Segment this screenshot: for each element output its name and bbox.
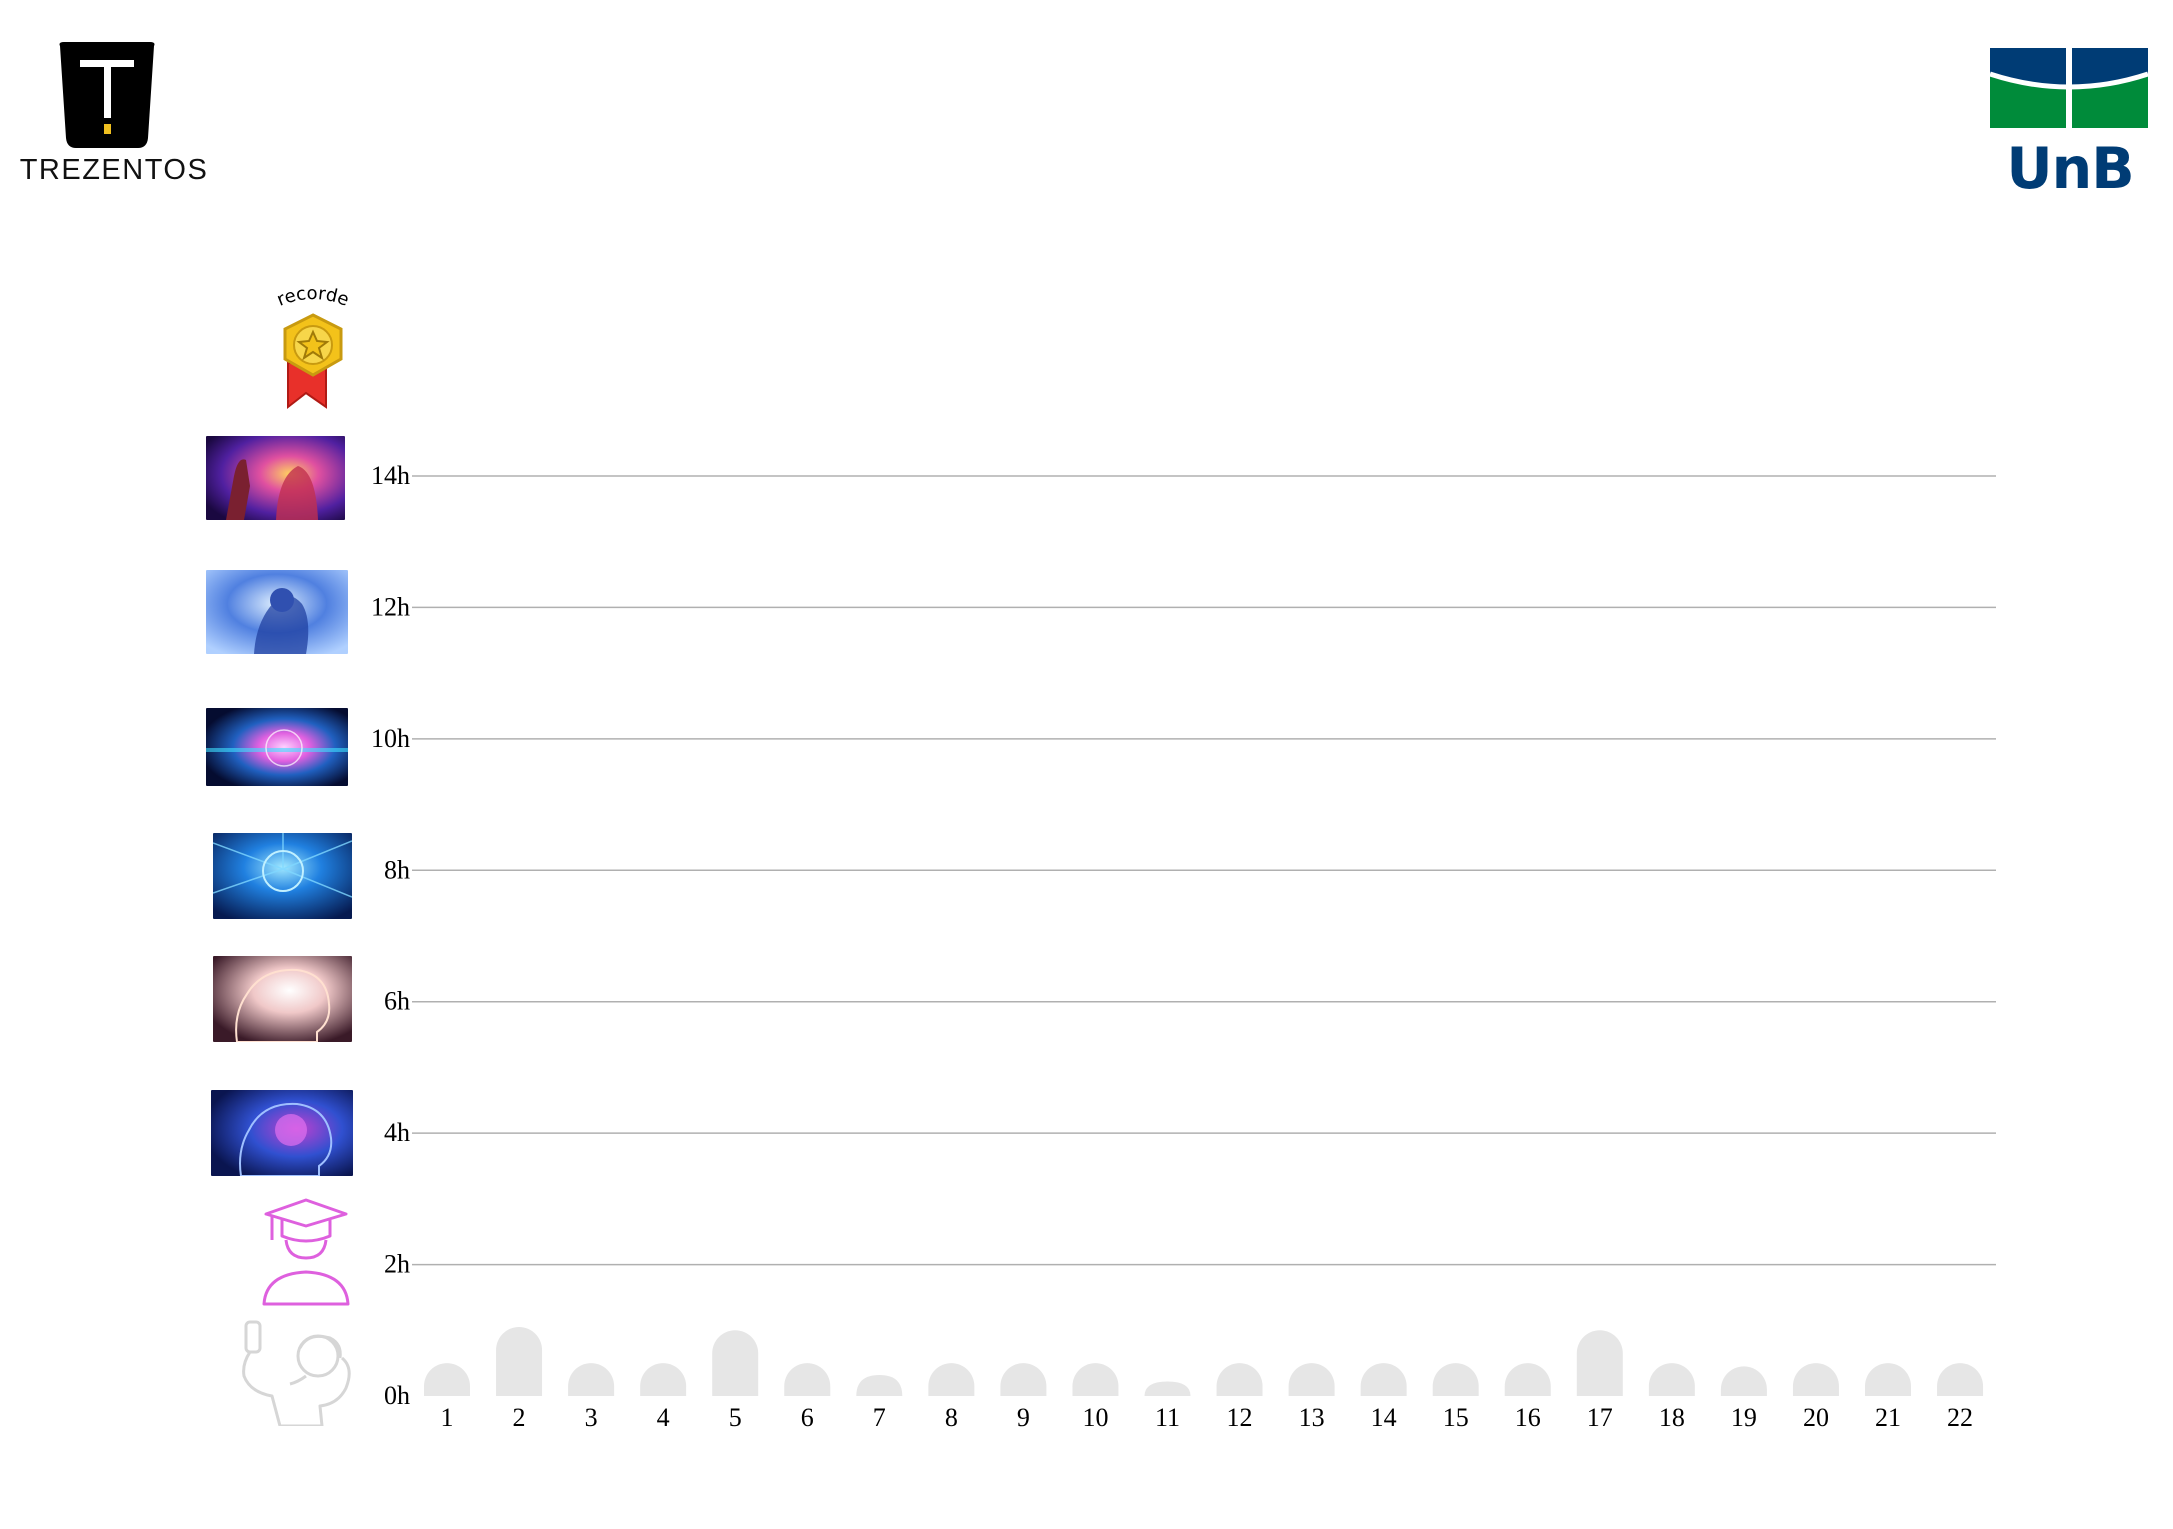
x-tick-label: 12	[1227, 1403, 1253, 1432]
y-tick-label: 2h	[384, 1250, 410, 1279]
x-tick-label: 14	[1371, 1403, 1397, 1432]
record-badge: recorde	[268, 283, 358, 415]
y-tick-label: 12h	[371, 592, 410, 621]
bar	[856, 1374, 903, 1396]
bar	[424, 1363, 470, 1396]
x-tick-label: 15	[1443, 1403, 1469, 1432]
x-tick-label: 19	[1731, 1403, 1757, 1432]
x-tick-label: 1	[441, 1403, 454, 1432]
x-tick-label: 22	[1947, 1403, 1973, 1432]
bar	[496, 1327, 543, 1396]
y-axis-ticks: 0h 2h 4h 6h 8h 10h 12h 14h	[371, 461, 410, 1410]
x-tick-label: 11	[1155, 1403, 1180, 1432]
bar	[1865, 1363, 1911, 1396]
bar	[1576, 1330, 1623, 1396]
unb-wordmark: UnB	[2006, 136, 2134, 202]
unb-logo-icon	[1989, 48, 2149, 128]
y-tick-label: 6h	[384, 987, 410, 1016]
y-tick-label: 4h	[384, 1118, 410, 1147]
x-tick-label: 18	[1659, 1403, 1685, 1432]
x-tick-label: 4	[657, 1403, 670, 1432]
trezentos-logo-icon	[59, 42, 155, 148]
expanding-brain-2-image	[213, 956, 352, 1042]
trezentos-wordmark: TREZENTOS	[19, 154, 209, 186]
bar	[640, 1363, 687, 1396]
bar	[712, 1330, 759, 1396]
x-tick-label: 20	[1803, 1403, 1829, 1432]
bar	[1144, 1381, 1191, 1396]
y-tick-label: 10h	[371, 724, 410, 753]
trezentos-logo: TREZENTOS	[12, 40, 212, 200]
y-tick-label: 0h	[384, 1381, 410, 1410]
bar	[1792, 1363, 1839, 1396]
x-tick-label: 10	[1082, 1403, 1108, 1432]
bar	[1288, 1363, 1335, 1396]
x-tick-label: 6	[801, 1403, 814, 1432]
y-tick-label: 14h	[371, 461, 410, 490]
bar	[1937, 1363, 1984, 1396]
x-tick-label: 3	[585, 1403, 598, 1432]
expanding-brain-4-image	[206, 708, 348, 786]
bar	[1216, 1363, 1263, 1396]
bar	[1432, 1363, 1479, 1396]
expanding-brain-6-image	[206, 436, 345, 520]
bar	[1504, 1363, 1551, 1396]
medal-icon	[283, 313, 343, 410]
x-tick-label: 17	[1587, 1403, 1613, 1432]
x-tick-label: 21	[1875, 1403, 1901, 1432]
bar	[568, 1363, 615, 1396]
x-tick-label: 8	[945, 1403, 958, 1432]
expanding-brain-5-image	[206, 570, 348, 654]
x-tick-label: 5	[729, 1403, 742, 1432]
chart-bars	[424, 1327, 1984, 1396]
y-tick-label: 8h	[384, 855, 410, 884]
x-axis-ticks: 1 2 3 4 5 6 7 8 9 10 11 12 13 14 15 16 17 18 19 20 21 22	[441, 1403, 1974, 1432]
expanding-brain-1-image	[211, 1090, 353, 1176]
bar	[1360, 1363, 1407, 1396]
x-tick-label: 7	[873, 1403, 886, 1432]
x-tick-label: 9	[1017, 1403, 1030, 1432]
x-tick-label: 16	[1515, 1403, 1541, 1432]
x-tick-label: 13	[1299, 1403, 1325, 1432]
graduate-icon	[262, 1198, 350, 1306]
selfie-person-icon	[242, 1320, 351, 1426]
bar	[1072, 1363, 1119, 1396]
bar	[784, 1363, 831, 1396]
unb-logo: UnB	[1989, 44, 2150, 204]
bar	[928, 1363, 975, 1396]
bar	[1000, 1363, 1047, 1396]
bar	[1720, 1366, 1767, 1396]
x-tick-label: 2	[513, 1403, 526, 1432]
expanding-brain-3-image	[213, 833, 352, 919]
bar	[1648, 1363, 1695, 1396]
chart-grid	[412, 475, 1996, 1266]
